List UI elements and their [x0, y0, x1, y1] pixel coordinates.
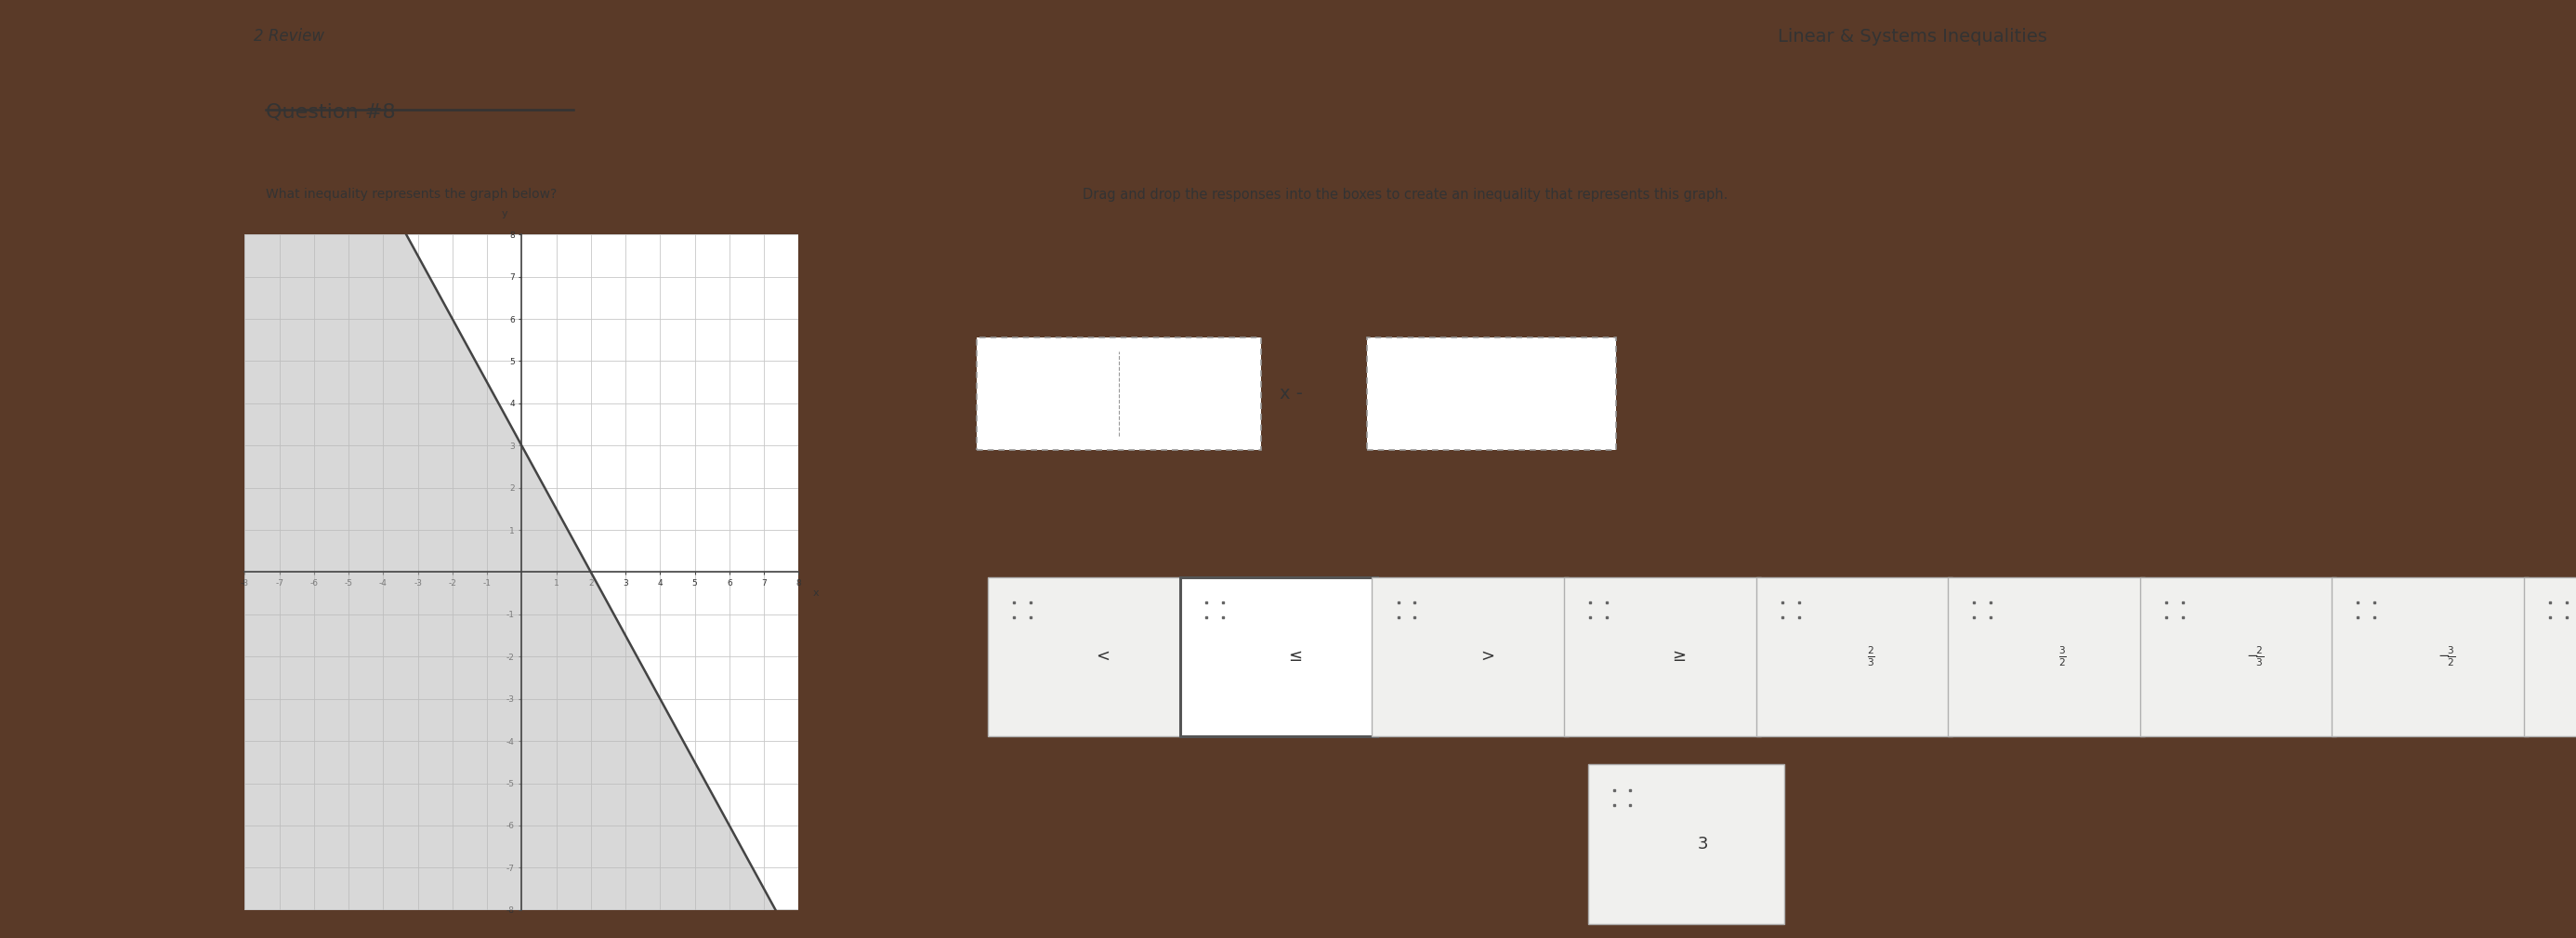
- FancyBboxPatch shape: [2141, 577, 2336, 736]
- FancyBboxPatch shape: [1373, 577, 1569, 736]
- FancyBboxPatch shape: [989, 577, 1185, 736]
- FancyBboxPatch shape: [976, 338, 1260, 450]
- FancyBboxPatch shape: [2524, 577, 2576, 736]
- FancyBboxPatch shape: [1368, 338, 1615, 450]
- Text: <: <: [1097, 648, 1110, 665]
- Text: $\frac{3}{2}$: $\frac{3}{2}$: [2058, 644, 2066, 669]
- Text: Linear & Systems Inequalities: Linear & Systems Inequalities: [1777, 28, 2048, 46]
- Text: $-\!\frac{3}{2}$: $-\!\frac{3}{2}$: [2437, 644, 2455, 669]
- Text: $-\!\frac{2}{3}$: $-\!\frac{2}{3}$: [2246, 644, 2264, 669]
- Text: 2 Review: 2 Review: [252, 28, 325, 45]
- FancyBboxPatch shape: [1587, 764, 1785, 924]
- Text: ≥: ≥: [1672, 648, 1687, 665]
- Text: 3: 3: [1698, 836, 1708, 853]
- FancyBboxPatch shape: [1180, 577, 1376, 736]
- Text: ≤: ≤: [1288, 648, 1301, 665]
- Text: y: y: [502, 209, 507, 218]
- Text: What inequality represents the graph below?: What inequality represents the graph bel…: [265, 188, 556, 201]
- Text: $\frac{2}{3}$: $\frac{2}{3}$: [1868, 644, 1875, 669]
- FancyBboxPatch shape: [1564, 577, 1762, 736]
- Text: Drag and drop the responses into the boxes to create an inequality that represen: Drag and drop the responses into the box…: [1082, 188, 1728, 202]
- Text: >: >: [1481, 648, 1494, 665]
- Text: y: y: [976, 386, 989, 402]
- FancyBboxPatch shape: [2331, 577, 2530, 736]
- Text: x -: x -: [1280, 386, 1303, 402]
- Text: x: x: [814, 589, 819, 598]
- FancyBboxPatch shape: [1947, 577, 2146, 736]
- Text: Question #8: Question #8: [265, 103, 394, 122]
- FancyBboxPatch shape: [1757, 577, 1953, 736]
